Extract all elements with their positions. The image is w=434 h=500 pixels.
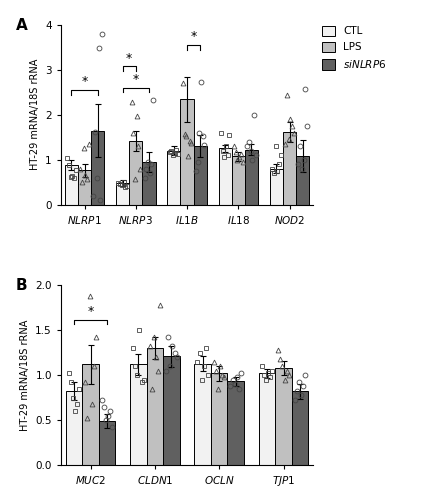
Bar — [116, 183, 129, 204]
Y-axis label: HT-29 mRNA/18S rRNA: HT-29 mRNA/18S rRNA — [20, 320, 30, 431]
Bar — [231, 156, 244, 204]
Bar — [227, 382, 243, 465]
Bar — [99, 421, 115, 465]
Bar — [291, 392, 308, 465]
Text: *: * — [190, 30, 196, 44]
Bar — [167, 150, 180, 204]
Legend: CTL, LPS, $\it{siNLRP6}$: CTL, LPS, $\it{siNLRP6}$ — [318, 22, 390, 74]
Bar — [283, 132, 296, 204]
Bar — [91, 130, 104, 204]
Bar — [210, 374, 227, 465]
Bar — [218, 148, 231, 204]
Text: B: B — [16, 278, 27, 293]
Bar — [142, 162, 155, 204]
Text: *: * — [126, 52, 132, 64]
Text: *: * — [132, 73, 138, 86]
Bar — [244, 150, 257, 204]
Bar — [130, 364, 146, 465]
Text: *: * — [81, 76, 88, 88]
Text: A: A — [16, 18, 27, 33]
Bar — [275, 368, 291, 465]
Bar — [258, 374, 275, 465]
Bar — [193, 146, 206, 204]
Bar — [78, 170, 91, 204]
Bar — [82, 364, 99, 465]
Bar — [65, 165, 78, 204]
Bar — [180, 99, 193, 204]
Bar — [66, 392, 82, 465]
Bar — [194, 364, 210, 465]
Bar — [296, 156, 309, 204]
Text: *: * — [87, 304, 93, 318]
Bar — [269, 168, 283, 204]
Bar — [163, 356, 179, 465]
Y-axis label: HT-29 mRNA/18S rRNA: HT-29 mRNA/18S rRNA — [30, 59, 39, 170]
Bar — [146, 348, 163, 465]
Bar — [129, 141, 142, 204]
